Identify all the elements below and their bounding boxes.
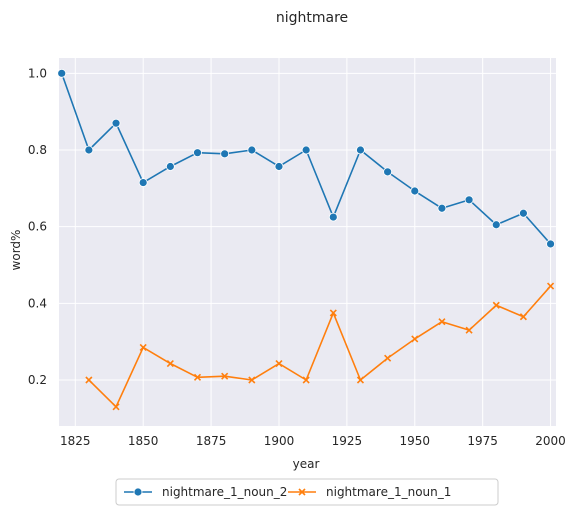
x-tick-label: 1850 [128, 434, 159, 448]
series-nightmare_1_noun_2 [57, 68, 555, 249]
x-axis-label: year [293, 457, 320, 471]
data-point-x [193, 373, 202, 381]
data-point-circle [138, 178, 148, 187]
data-point-circle [274, 162, 284, 171]
legend: nightmare_1_noun_2 nightmare_1_noun_1 [115, 478, 499, 506]
data-point-x [221, 372, 229, 380]
x-tick-label: 1975 [467, 434, 498, 448]
data-point-circle [519, 208, 528, 218]
series-layer [57, 68, 555, 411]
data-point-x [384, 354, 392, 362]
data-point-circle [247, 145, 257, 155]
data-point-circle [437, 203, 447, 213]
data-point-x [139, 343, 147, 351]
legend-entry: nightmare_1_noun_1 [288, 485, 451, 499]
data-point-circle [328, 212, 338, 222]
data-point-x [112, 403, 120, 411]
data-point-x [411, 335, 419, 343]
legend-label: nightmare_1_noun_1 [326, 485, 451, 499]
y-tick-label: 1.0 [28, 66, 47, 80]
data-point-circle [193, 148, 202, 158]
data-point-x [329, 309, 337, 317]
y-tick-label: 0.6 [28, 220, 47, 234]
data-point-x [465, 326, 473, 334]
x-tick-label: 1825 [60, 434, 91, 448]
data-point-x [302, 376, 310, 384]
x-tick-label: 1950 [400, 434, 431, 448]
x-tick-label: 1875 [196, 434, 227, 448]
x-axis-ticks: 1825 1850 1875 1900 1925 1950 1975 2000 [60, 434, 566, 448]
data-point-circle [383, 167, 393, 177]
data-point-circle [301, 145, 311, 155]
data-point-x [275, 359, 283, 368]
y-tick-label: 0.8 [28, 143, 47, 157]
data-point-circle [133, 487, 143, 497]
data-point-circle [546, 239, 555, 249]
data-point-circle [410, 186, 420, 196]
data-point-x [166, 359, 174, 368]
data-point-x [85, 376, 93, 384]
data-point-x [519, 313, 527, 321]
data-point-circle [464, 195, 474, 205]
x-tick-label: 2000 [535, 434, 566, 448]
data-point-x [298, 488, 306, 496]
data-point-circle [356, 145, 365, 155]
series-line [88, 285, 552, 408]
plot-area [59, 58, 556, 426]
legend-label: nightmare_1_noun_2 [162, 485, 287, 499]
data-point-circle [57, 68, 67, 78]
y-tick-label: 0.2 [28, 373, 47, 387]
grid-lines [59, 58, 556, 426]
x-tick-label: 1925 [332, 434, 363, 448]
data-point-circle [84, 145, 94, 155]
data-point-x [438, 318, 446, 326]
series-nightmare_1_noun_1 [85, 282, 555, 411]
data-point-x [248, 376, 256, 384]
data-point-x [356, 376, 365, 384]
chart-title: nightmare [276, 10, 348, 26]
data-point-x [547, 282, 555, 290]
data-point-x [492, 301, 500, 309]
x-tick-label: 1900 [264, 434, 295, 448]
legend-entry: nightmare_1_noun_2 [124, 485, 287, 499]
y-axis-label: word% [9, 230, 23, 271]
y-axis-ticks: 0.2 0.4 0.6 0.8 1.0 [28, 66, 47, 387]
data-point-circle [220, 149, 230, 159]
y-tick-label: 0.4 [28, 296, 47, 310]
data-point-circle [165, 162, 175, 171]
data-point-circle [111, 118, 121, 128]
data-point-circle [491, 220, 501, 230]
